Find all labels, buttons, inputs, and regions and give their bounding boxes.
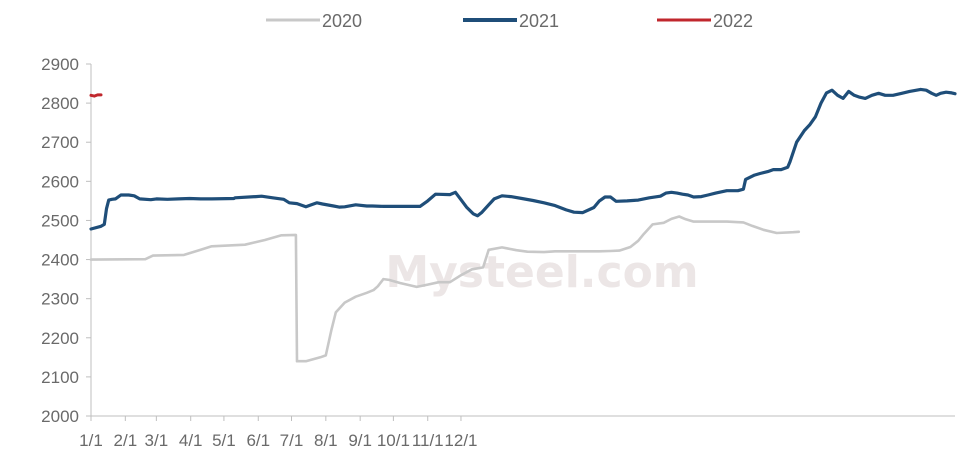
x-tick-label: 1/1 bbox=[79, 431, 103, 450]
legend-label-2020: 2020 bbox=[322, 11, 362, 31]
legend-label-2021: 2021 bbox=[519, 11, 559, 31]
x-tick-label: 2/1 bbox=[114, 431, 138, 450]
series-line-2022 bbox=[89, 93, 103, 98]
y-tick-label: 2800 bbox=[41, 94, 79, 113]
watermark: Mysteel.com bbox=[385, 247, 698, 298]
y-tick-label: 2400 bbox=[41, 251, 79, 270]
legend: 2020 2021 2022 bbox=[266, 11, 753, 31]
y-tick-label: 2000 bbox=[41, 407, 79, 426]
y-tick-label: 2100 bbox=[41, 368, 79, 387]
x-tick-label: 11/1 bbox=[412, 431, 444, 450]
y-tick-label: 2200 bbox=[41, 329, 79, 348]
x-tick-label: 7/1 bbox=[280, 431, 304, 450]
legend-item-2020[interactable]: 2020 bbox=[266, 11, 362, 31]
x-tick-label: 3/1 bbox=[145, 431, 169, 450]
x-tick-label: 5/1 bbox=[212, 431, 236, 450]
y-tick-label: 2500 bbox=[41, 211, 79, 230]
y-tick-label: 2300 bbox=[41, 290, 79, 309]
y-tick-label: 2600 bbox=[41, 172, 79, 191]
x-axis-ticks: 1/1 2/1 3/1 4/1 5/1 6/1 7/1 8/1 9/1 10/1 11/1 12/1 bbox=[79, 416, 478, 450]
x-tick-label: 9/1 bbox=[348, 431, 372, 450]
y-tick-label: 2700 bbox=[41, 133, 79, 152]
series-lines bbox=[89, 87, 957, 363]
legend-item-2022[interactable]: 2022 bbox=[657, 11, 753, 31]
x-tick-label: 12/1 bbox=[444, 431, 477, 450]
x-tick-label: 6/1 bbox=[246, 431, 270, 450]
legend-label-2022: 2022 bbox=[713, 11, 753, 31]
y-tick-label: 2900 bbox=[41, 55, 79, 74]
x-tick-label: 10/1 bbox=[377, 431, 410, 450]
series-line-2020 bbox=[89, 215, 801, 363]
x-tick-label: 4/1 bbox=[179, 431, 203, 450]
y-axis-ticks: 2000 2100 2200 2300 2400 2500 2600 2700 2800 2900 bbox=[41, 55, 91, 426]
legend-item-2021[interactable]: 2021 bbox=[463, 11, 559, 31]
series-line-2021 bbox=[89, 87, 957, 231]
x-tick-label: 8/1 bbox=[314, 431, 338, 450]
